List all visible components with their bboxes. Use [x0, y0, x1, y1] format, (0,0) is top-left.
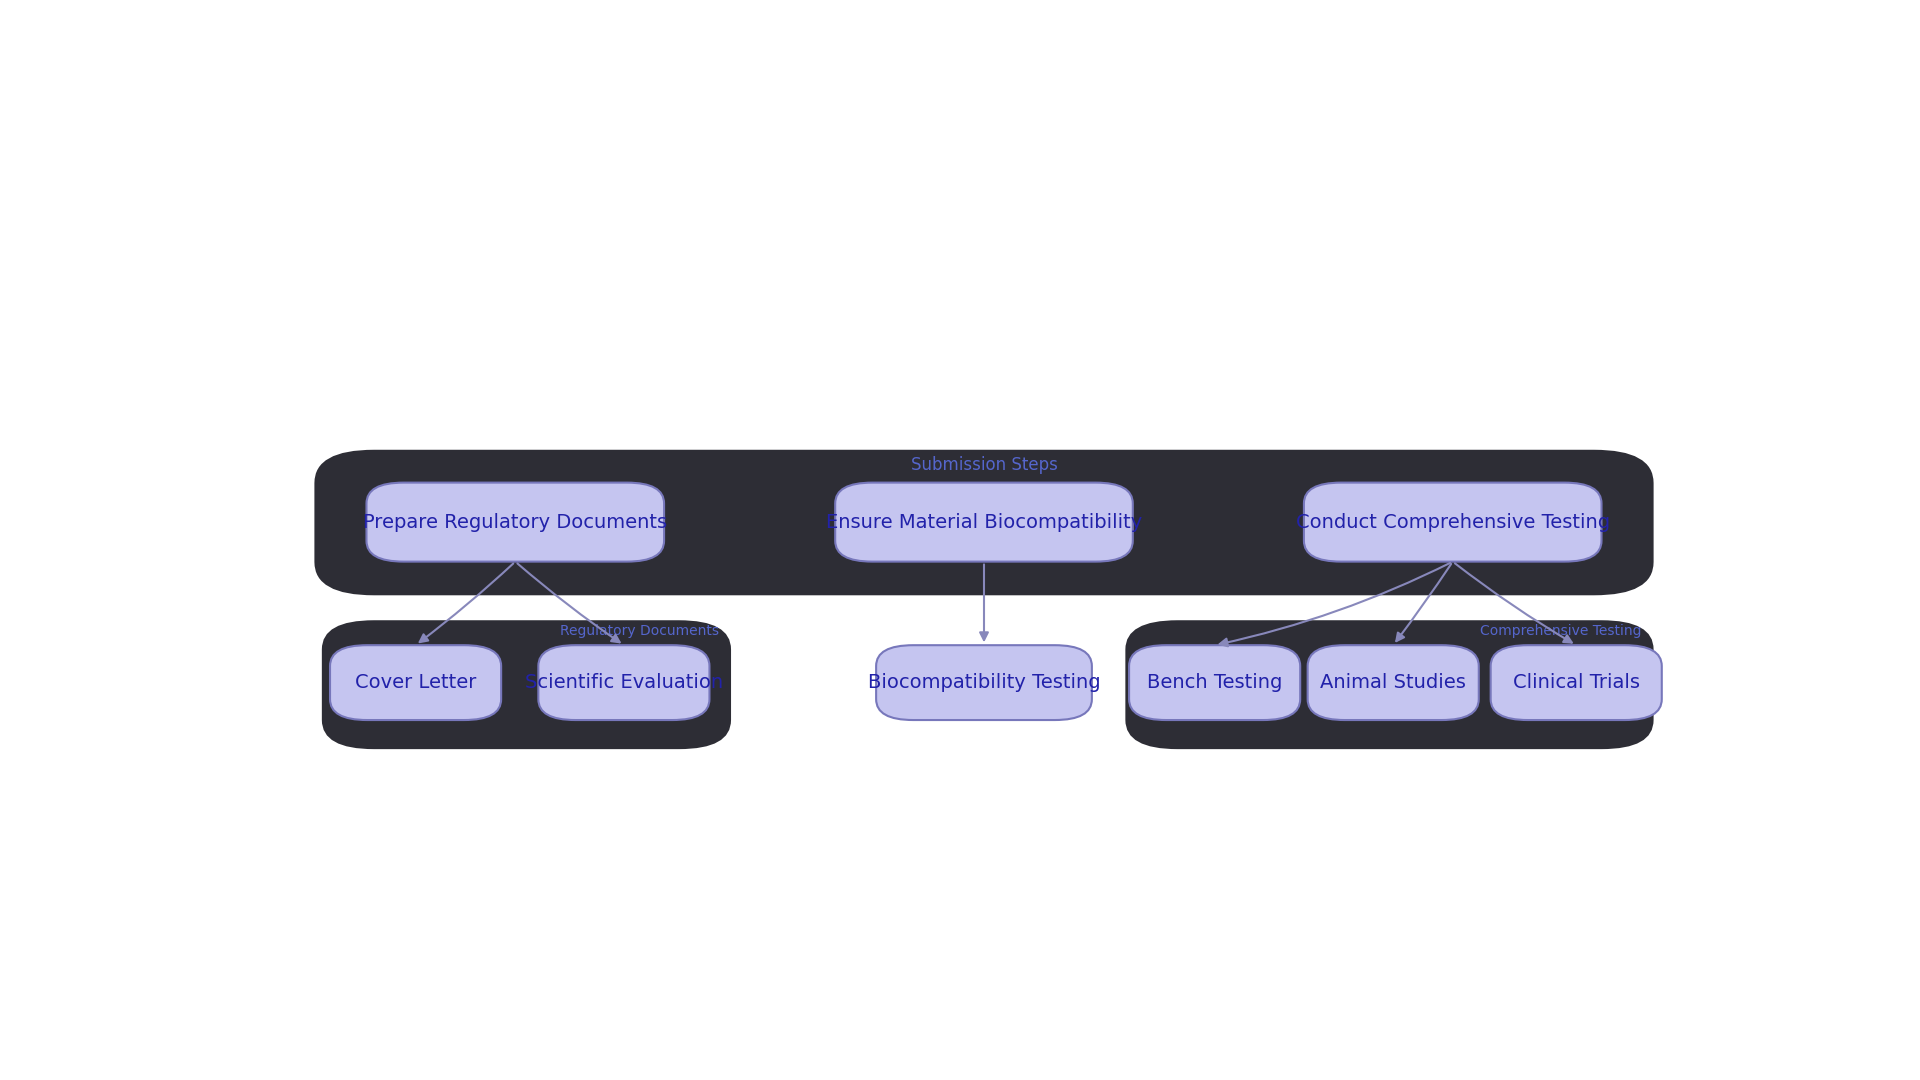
FancyBboxPatch shape	[1304, 483, 1601, 562]
Text: Clinical Trials: Clinical Trials	[1513, 673, 1640, 692]
Text: Conduct Comprehensive Testing: Conduct Comprehensive Testing	[1296, 513, 1609, 531]
FancyBboxPatch shape	[1125, 620, 1653, 750]
Text: Biocompatibility Testing: Biocompatibility Testing	[868, 673, 1100, 692]
FancyBboxPatch shape	[835, 483, 1133, 562]
Text: Prepare Regulatory Documents: Prepare Regulatory Documents	[363, 513, 668, 531]
Text: Animal Studies: Animal Studies	[1321, 673, 1467, 692]
Text: Comprehensive Testing: Comprehensive Testing	[1480, 624, 1642, 638]
FancyBboxPatch shape	[1129, 645, 1300, 720]
Text: Cover Letter: Cover Letter	[355, 673, 476, 692]
FancyBboxPatch shape	[323, 620, 732, 750]
FancyBboxPatch shape	[1308, 645, 1478, 720]
FancyBboxPatch shape	[367, 483, 664, 562]
FancyBboxPatch shape	[1490, 645, 1663, 720]
FancyBboxPatch shape	[315, 449, 1653, 595]
FancyBboxPatch shape	[538, 645, 710, 720]
Text: Scientific Evaluation: Scientific Evaluation	[524, 673, 724, 692]
FancyBboxPatch shape	[876, 645, 1092, 720]
Text: Bench Testing: Bench Testing	[1146, 673, 1283, 692]
FancyBboxPatch shape	[330, 645, 501, 720]
Text: Regulatory Documents: Regulatory Documents	[561, 624, 720, 638]
Text: Submission Steps: Submission Steps	[910, 457, 1058, 474]
Text: Ensure Material Biocompatibility: Ensure Material Biocompatibility	[826, 513, 1142, 531]
